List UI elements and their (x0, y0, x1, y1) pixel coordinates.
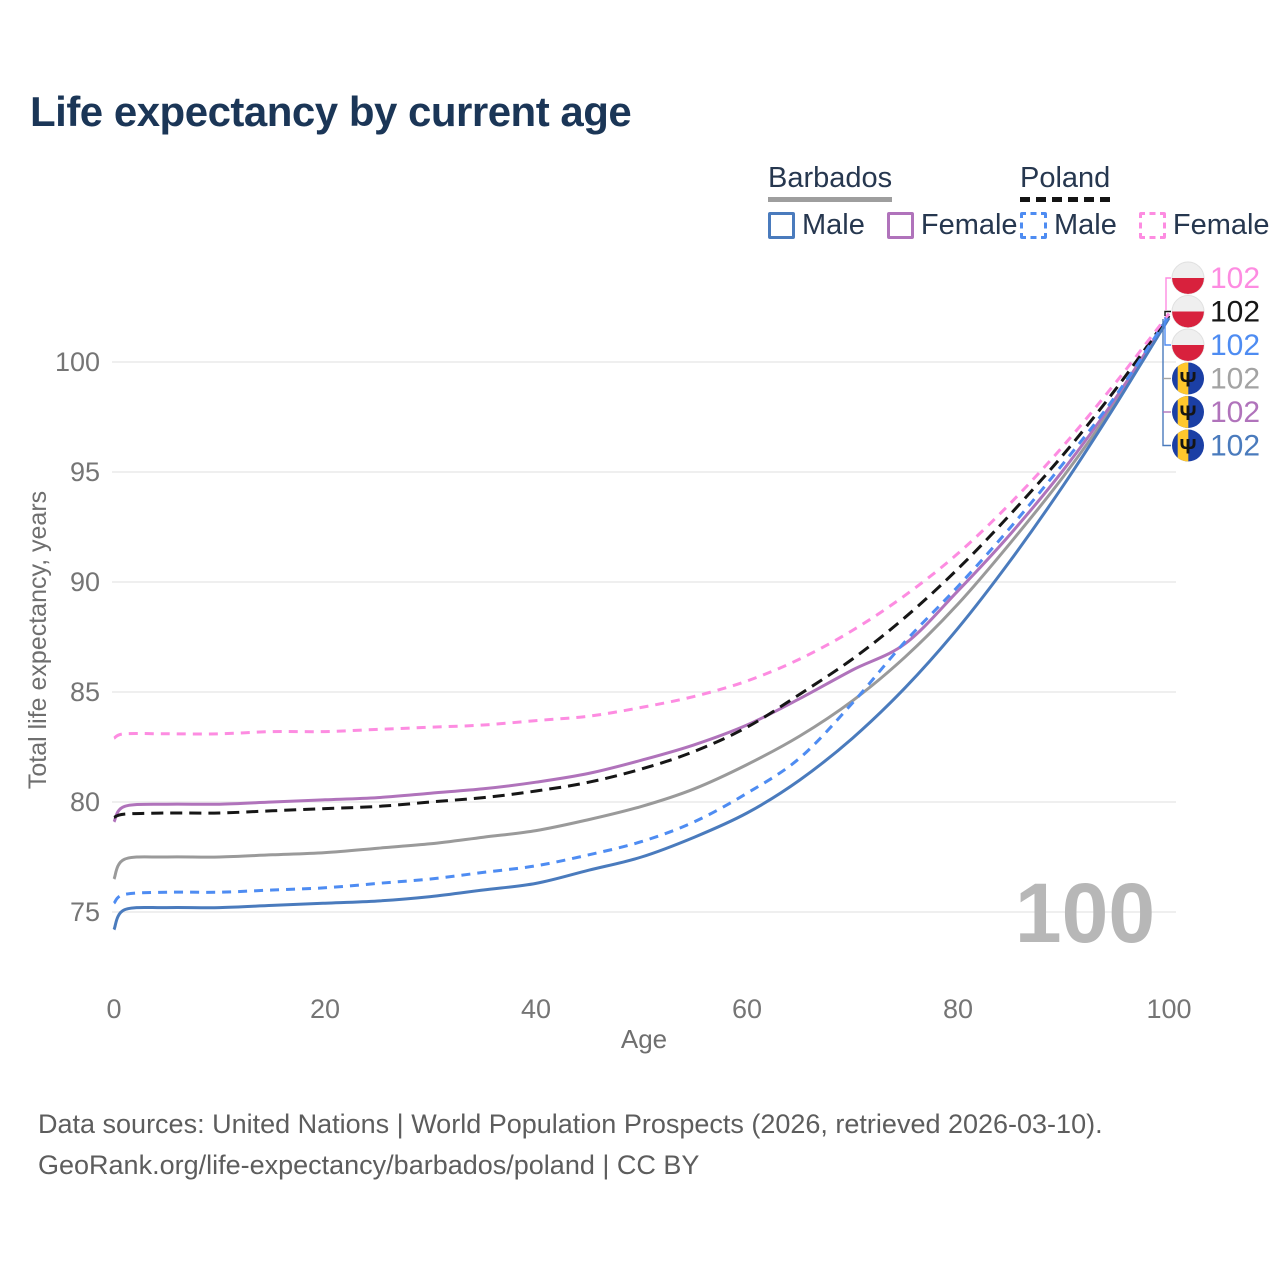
poland-flag-icon (1171, 295, 1205, 328)
x-tick-label-40: 40 (521, 994, 551, 1024)
series-line-barbados-male[interactable] (112, 317, 1171, 931)
footer-attribution: GeoRank.org/life-expectancy/barbados/pol… (38, 1150, 700, 1180)
series-line-barbados-female[interactable] (112, 314, 1171, 823)
x-tick-label-80: 80 (943, 994, 973, 1024)
end-label-value: 102 (1210, 396, 1260, 429)
y-tick-label-80: 80 (70, 787, 100, 817)
y-axis-title: Total life expectancy, years (24, 491, 52, 789)
poland-male-swatch-icon (1020, 212, 1047, 239)
poland-flag-icon (1171, 261, 1205, 295)
end-label-connector-0 (1165, 277, 1171, 310)
y-tick-label-95: 95 (70, 457, 100, 487)
footer: Data sources: United Nations | World Pop… (38, 1104, 1103, 1186)
end-label-connector-3 (1162, 319, 1171, 447)
legend-item-label: Male (1054, 209, 1117, 241)
barbados-male-swatch-icon (768, 212, 795, 239)
grid-layer: 75 80 85 90 95 100 0 20 40 60 80 100 (55, 347, 1192, 1024)
barbados-flag-icon: Ψ (1172, 362, 1204, 395)
end-label-value: 102 (1210, 363, 1260, 396)
barbados-flag-icon: Ψ (1172, 429, 1204, 462)
end-label-connector-2 (1164, 317, 1171, 346)
series-line-poland-male[interactable] (112, 314, 1171, 905)
legend-item-label: Female (920, 209, 1018, 241)
end-label-value: 102 (1210, 329, 1260, 362)
legend-group-title-barbados: Barbados (768, 162, 893, 202)
svg-text:Ψ: Ψ (1180, 369, 1197, 392)
chart-watermark: 100 (1015, 866, 1155, 960)
y-tick-label-100: 100 (55, 347, 100, 377)
legend-item-poland-female[interactable]: Female (1138, 209, 1270, 242)
x-tick-label-100: 100 (1146, 994, 1191, 1024)
x-tick-label-20: 20 (310, 994, 340, 1024)
barbados-female-swatch-icon (886, 212, 914, 239)
legend-item-label: Female (1172, 209, 1270, 241)
legend-group-title-poland: Poland (1020, 162, 1111, 202)
footer-data-sources: Data sources: United Nations | World Pop… (38, 1109, 1103, 1139)
page-title: Life expectancy by current age (30, 88, 632, 135)
y-tick-label-75: 75 (70, 897, 100, 927)
x-tick-label-0: 0 (106, 994, 121, 1024)
series-line-poland-both-sexes[interactable] (113, 314, 1171, 819)
x-axis-title: Age (621, 1024, 667, 1054)
barbados-flag-icon: Ψ (1172, 396, 1204, 428)
chart-legend: Barbados Male Female Poland Male Female (0, 0, 1280, 250)
end-label-connector-1 (1164, 310, 1171, 316)
legend-group-barbados: Barbados Male Female (768, 162, 1018, 242)
end-label-value: 102 (1210, 296, 1260, 329)
legend-item-barbados-female[interactable]: Female (886, 209, 1018, 242)
end-label-value: 102 (1210, 262, 1260, 295)
svg-text:Ψ: Ψ (1180, 402, 1197, 425)
series-line-barbados-both-sexes[interactable] (112, 317, 1171, 880)
x-tick-label-60: 60 (732, 994, 762, 1024)
legend-group-poland: Poland Male Female (1020, 162, 1270, 242)
legend-item-poland-male[interactable]: Male (1020, 209, 1117, 242)
poland-female-swatch-icon (1138, 212, 1166, 239)
y-tick-label-90: 90 (70, 567, 100, 597)
legend-item-barbados-male[interactable]: Male (768, 209, 865, 242)
poland-flag-icon (1171, 328, 1205, 362)
end-label-value: 102 (1210, 430, 1260, 463)
legend-item-label: Male (802, 209, 865, 241)
svg-text:Ψ: Ψ (1180, 436, 1197, 459)
y-tick-label-85: 85 (70, 677, 100, 707)
